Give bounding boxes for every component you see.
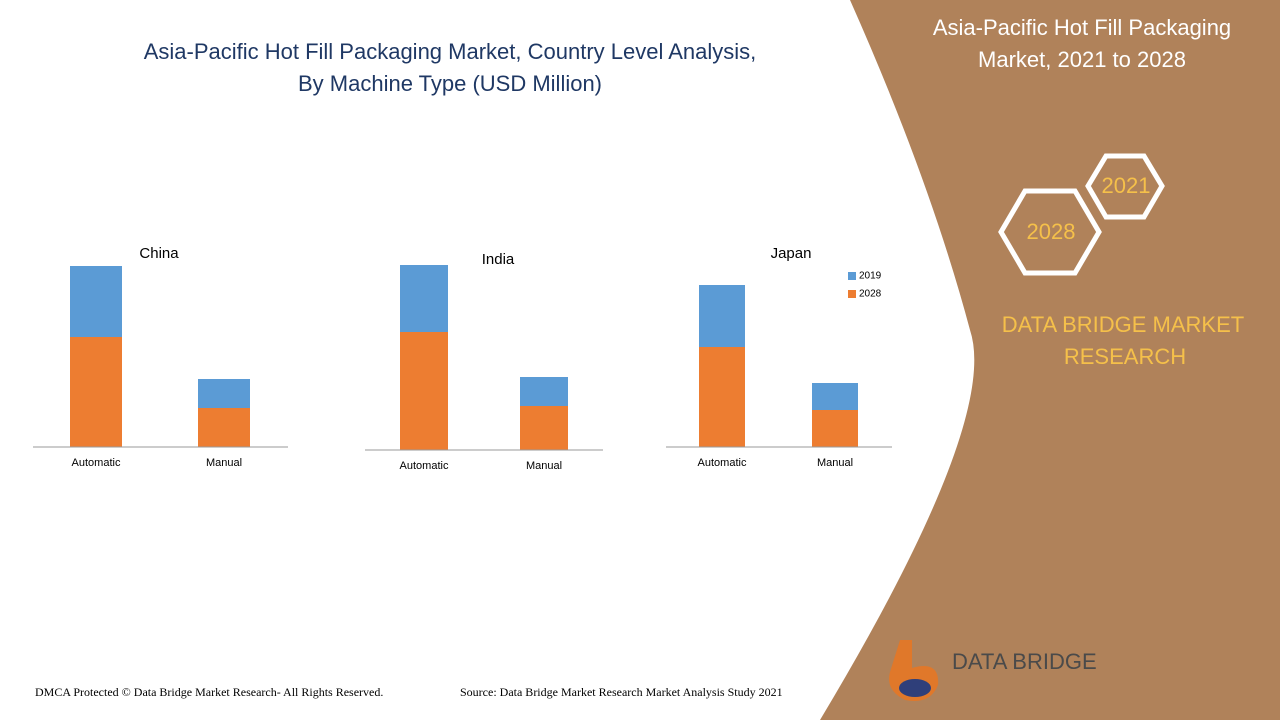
bar-segment [699,347,745,447]
x-tick-label: Automatic [400,460,449,472]
logo-mark [899,679,931,697]
panel-title: Market, 2021 to 2028 [978,47,1186,72]
x-tick-label: Automatic [72,457,121,469]
source: Source: Data Bridge Market Research Mark… [460,685,783,699]
chart-title: China [139,245,179,262]
bar-segment [812,410,858,447]
hex-label: 2028 [1027,219,1076,244]
hex-label: 2021 [1102,173,1151,198]
bar-segment [400,265,448,332]
legend-label: 2019 [859,271,882,282]
bar-segment [699,285,745,347]
bar-segment [70,337,122,447]
hexagon [998,188,1102,276]
x-tick-label: Manual [526,460,562,472]
side-panel [820,0,1280,720]
bar-segment [812,383,858,410]
bar-segment [400,332,448,450]
title: By Machine Type (USD Million) [298,71,602,96]
x-tick-label: Manual [206,457,242,469]
legend-swatch [848,290,856,298]
bar-segment [198,408,250,447]
bar-segment [520,377,568,406]
bar-segment [70,266,122,337]
hexagon [1085,153,1165,220]
logo-text: DATA BRIDGE [952,649,1097,674]
brand: RESEARCH [1064,344,1186,369]
bar-segment [198,379,250,408]
bar-segment [520,406,568,450]
x-tick-label: Manual [817,457,853,469]
x-tick-label: Automatic [698,457,747,469]
title: Asia-Pacific Hot Fill Packaging Market, … [144,39,757,64]
copyright: DMCA Protected © Data Bridge Market Rese… [35,685,383,699]
chart-title: India [482,251,515,268]
panel-title: Asia-Pacific Hot Fill Packaging [933,15,1231,40]
legend-swatch [848,272,856,280]
legend-label: 2028 [859,289,882,300]
brand: DATA BRIDGE MARKET [1002,312,1244,337]
chart-title: Japan [771,245,812,262]
